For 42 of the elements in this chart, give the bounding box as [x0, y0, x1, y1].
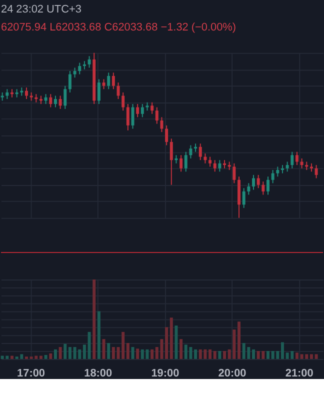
bar: [180, 339, 183, 359]
bar: [112, 347, 115, 359]
bar: [92, 279, 96, 359]
bar: [252, 349, 255, 359]
bar: [39, 356, 42, 359]
bar: [58, 347, 62, 359]
bar: [218, 351, 222, 359]
x-tick-label: 18:00: [84, 367, 112, 380]
bar: [136, 348, 140, 359]
bar: [140, 349, 144, 359]
bar: [194, 349, 198, 359]
text: 62075.94 L62033.68 C62033.68 −1.32 (−0.00%): [0, 21, 236, 34]
bar: [44, 354, 48, 359]
bar: [310, 354, 313, 359]
bar: [68, 347, 72, 359]
bar: [295, 352, 298, 359]
bar: [49, 353, 52, 359]
bar: [64, 344, 67, 359]
bar: [238, 322, 241, 359]
bar: [82, 344, 86, 359]
bar: [126, 343, 130, 359]
x-tick-label: 19:00: [151, 367, 180, 380]
bar: [314, 354, 318, 359]
bar: [170, 318, 173, 359]
bar: [88, 332, 91, 359]
x-tick-label: 20:00: [218, 367, 246, 380]
bar: [107, 343, 110, 359]
x-tick-label: 21:00: [285, 367, 314, 380]
bar: [165, 327, 168, 359]
bar: [208, 349, 212, 359]
bar: [10, 356, 14, 359]
bar: [280, 342, 284, 359]
bar: [213, 351, 216, 359]
bar: [174, 326, 178, 359]
x-tick-label: 17:00: [17, 367, 45, 380]
bar: [54, 349, 57, 359]
bar: [150, 349, 154, 359]
bar: [97, 311, 100, 359]
bar: [102, 339, 106, 359]
bar: [223, 351, 226, 359]
bar: [266, 351, 270, 359]
text: 24 23:02 UTC+3: [0, 4, 82, 16]
